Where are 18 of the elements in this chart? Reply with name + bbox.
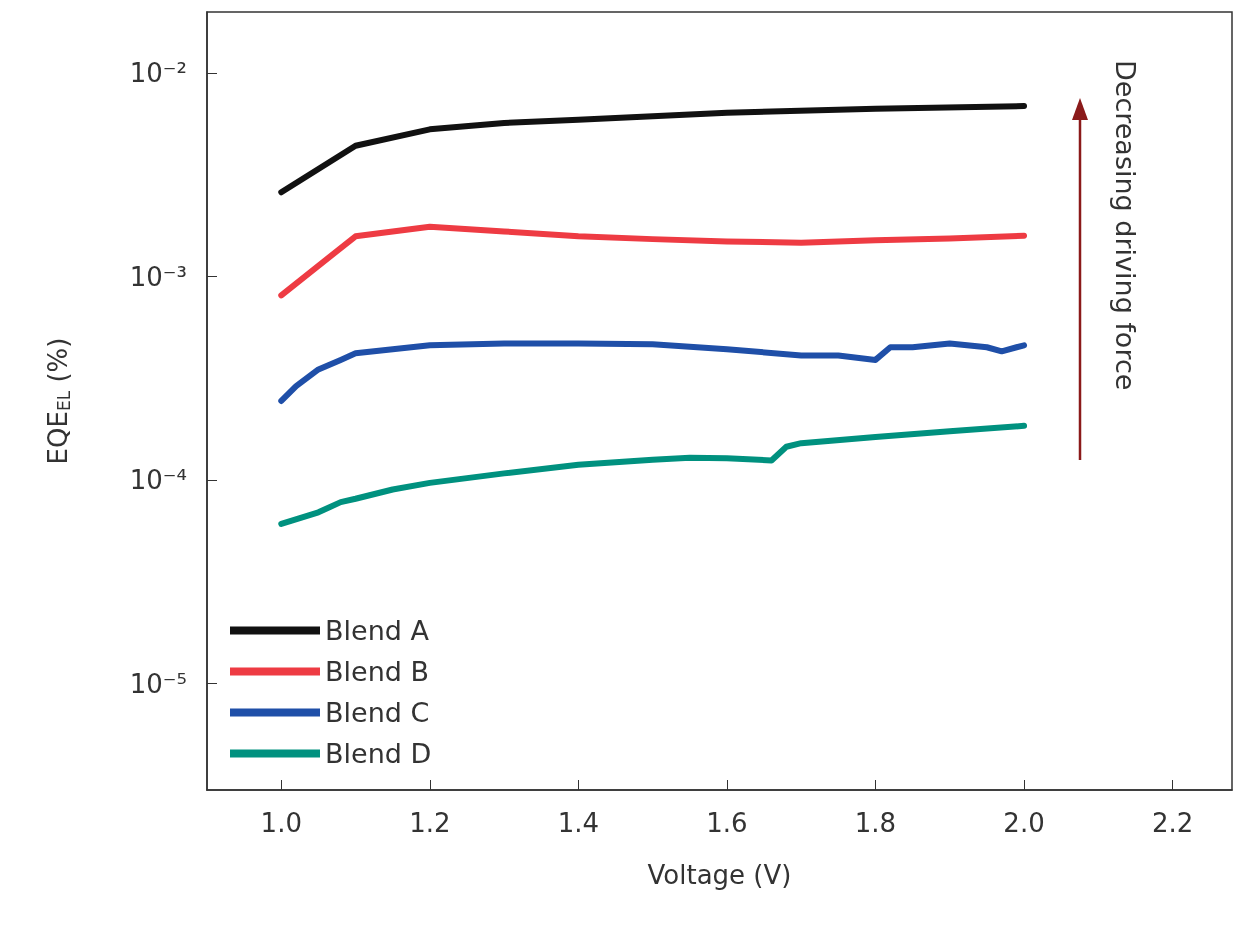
legend-label: Blend D: [325, 738, 432, 769]
legend-label: Blend C: [325, 697, 430, 728]
legend-label: Blend B: [325, 656, 429, 687]
y-tick-label: 10⁻⁵: [129, 668, 187, 699]
x-tick-label: 1.6: [706, 808, 748, 838]
x-axis-title: Voltage (V): [647, 860, 792, 890]
y-tick-label: 10⁻⁴: [129, 465, 187, 496]
x-tick-label: 1.8: [854, 808, 897, 838]
legend-label: Blend A: [325, 615, 430, 646]
annotation: Decreasing driving force: [1110, 60, 1141, 391]
x-tick-label: 1.0: [260, 808, 302, 838]
x-tick-label: 2.0: [1003, 808, 1045, 838]
y-axis-title: EQEEL (%): [42, 337, 74, 465]
y-tick-label: 10⁻²: [129, 58, 187, 89]
y-tick-label: 10⁻³: [129, 261, 187, 292]
x-tick-label: 2.2: [1151, 808, 1194, 838]
x-tick-label: 1.2: [409, 808, 451, 838]
x-tick-label: 1.4: [557, 808, 600, 838]
